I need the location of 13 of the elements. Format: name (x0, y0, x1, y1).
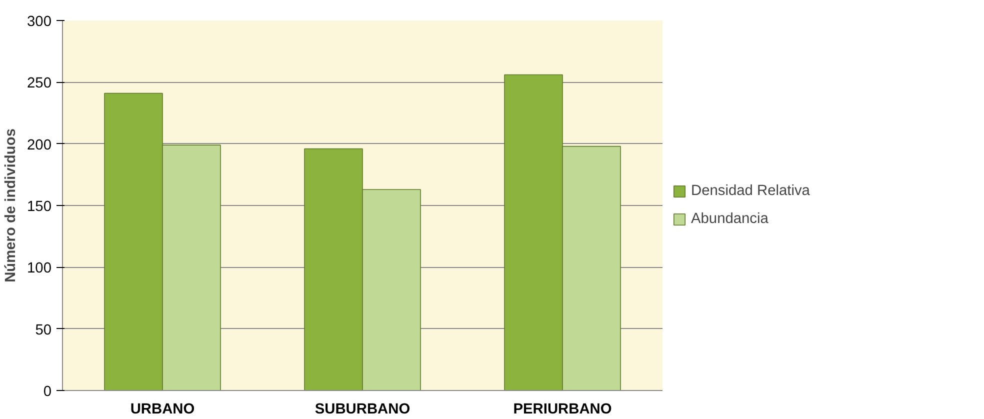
x-tick-label: URBANO (130, 402, 195, 418)
y-tick-label: 150 (27, 199, 52, 215)
y-tick-label: 200 (27, 137, 52, 154)
y-tick-label: 50 (35, 322, 52, 338)
y-tick-label: 0 (43, 384, 52, 400)
y-tick-label: 300 (27, 14, 52, 30)
legend-label: Abundancia (691, 211, 768, 227)
y-tick-label: 100 (27, 260, 52, 277)
x-tick-label: PERIURBANO (513, 402, 612, 418)
x-tick-label: SUBURBANO (314, 402, 410, 418)
y-axis-title: Número de individuos (3, 128, 20, 282)
legend-label: Densidad Relativa (691, 183, 810, 199)
y-tick-label: 250 (27, 76, 52, 92)
